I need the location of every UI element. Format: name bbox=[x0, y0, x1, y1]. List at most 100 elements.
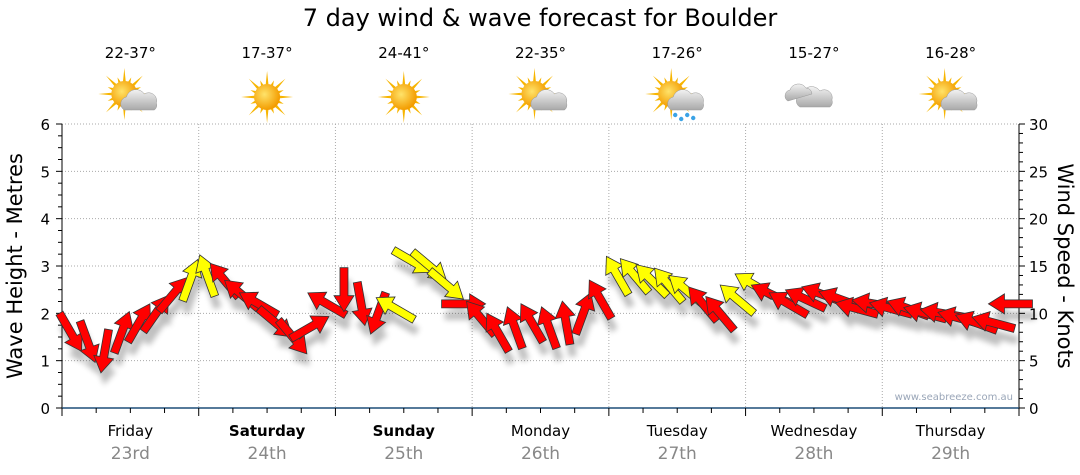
wind-arrow bbox=[93, 328, 115, 374]
day-label: Monday bbox=[511, 422, 570, 440]
date-label: 27th bbox=[658, 444, 697, 464]
day-label: Tuesday bbox=[646, 422, 708, 440]
wind-arrow bbox=[307, 291, 349, 319]
watermark: www.seabreeze.com.au bbox=[895, 392, 1013, 403]
sun-ray bbox=[248, 104, 260, 116]
cloud-icon bbox=[784, 83, 833, 108]
sun-ray bbox=[415, 95, 430, 99]
sun-ray bbox=[98, 92, 113, 96]
date-label: 28th bbox=[794, 444, 833, 464]
left-tick-label: 2 bbox=[40, 305, 50, 323]
arrow-shadow bbox=[872, 309, 917, 331]
temperature-range: 17-26° bbox=[651, 44, 703, 62]
sun-icon bbox=[241, 71, 294, 123]
arrow-shadow bbox=[623, 270, 655, 307]
wind-arrow bbox=[288, 315, 330, 343]
sun-ray bbox=[274, 104, 286, 116]
wind-arrow bbox=[588, 279, 616, 321]
date-label: 26th bbox=[521, 444, 560, 464]
sun-ray bbox=[918, 92, 933, 96]
temperature-range: 22-37° bbox=[104, 44, 156, 62]
wind-arrows bbox=[55, 246, 1033, 374]
sun-ray bbox=[645, 92, 660, 96]
chart-title: 7 day wind & wave forecast for Boulder bbox=[302, 4, 778, 32]
rain-drop bbox=[673, 112, 678, 118]
sun-ray bbox=[652, 101, 664, 113]
date-label: 25th bbox=[384, 444, 423, 464]
sun-ray bbox=[926, 75, 938, 87]
sun-ray bbox=[952, 75, 964, 87]
arrow-shadow bbox=[838, 309, 882, 331]
wind-arrow bbox=[178, 258, 203, 303]
sun-ray bbox=[678, 75, 690, 87]
day-label: Wednesday bbox=[771, 422, 858, 440]
sun-ray bbox=[943, 68, 947, 83]
wind-arrow bbox=[987, 293, 1033, 315]
sun-cloud-icon bbox=[508, 68, 568, 120]
arrow-shadow bbox=[958, 323, 1002, 347]
rain-drop bbox=[679, 116, 684, 122]
rain-drop bbox=[691, 115, 696, 121]
sun-ray bbox=[402, 71, 406, 86]
wind-arrow bbox=[75, 319, 100, 364]
sun-ray bbox=[516, 75, 528, 87]
left-tick-label: 3 bbox=[40, 258, 50, 276]
right-tick-label: 0 bbox=[1029, 400, 1039, 418]
right-tick-label: 15 bbox=[1029, 258, 1048, 276]
sun-ray bbox=[385, 104, 397, 116]
sun-cloud-rain-icon bbox=[645, 68, 704, 122]
right-axis-label: Wind Speed - Knots bbox=[1053, 163, 1077, 368]
day-label: Friday bbox=[108, 422, 154, 440]
date-label: 24th bbox=[248, 444, 287, 464]
sun-ray bbox=[402, 108, 406, 123]
sun-ray bbox=[533, 68, 536, 83]
sun-ray bbox=[122, 68, 126, 83]
cloud-shape bbox=[940, 89, 978, 111]
arrow-shadow bbox=[379, 308, 420, 336]
arrow-shadow bbox=[691, 299, 724, 336]
temperature-range: 15-27° bbox=[788, 44, 840, 62]
right-tick-label: 5 bbox=[1029, 353, 1039, 371]
sun-ray bbox=[248, 78, 260, 90]
wind-arrow bbox=[654, 267, 687, 305]
date-label: 29th bbox=[931, 444, 970, 464]
wind-arrow bbox=[238, 291, 281, 319]
rain-drop bbox=[685, 112, 690, 118]
sun-disc bbox=[254, 84, 281, 110]
left-tick-label: 4 bbox=[40, 211, 50, 229]
temperature-range: 22-35° bbox=[514, 44, 567, 62]
right-tick-label: 20 bbox=[1029, 211, 1048, 229]
cloud-shape bbox=[784, 83, 813, 102]
sun-ray bbox=[105, 75, 117, 87]
temperature-range: 17-37° bbox=[241, 44, 293, 62]
temperature-range: 24-41° bbox=[378, 44, 430, 62]
wind-arrow bbox=[571, 291, 596, 336]
cloud-shape bbox=[120, 89, 158, 111]
sun-ray bbox=[669, 68, 673, 83]
wind-arrow bbox=[554, 300, 576, 346]
wind-arrow bbox=[351, 281, 373, 327]
wind-arrow bbox=[705, 295, 738, 334]
sun-ray bbox=[926, 101, 938, 113]
wind-arrow bbox=[375, 296, 417, 324]
sun-ray bbox=[411, 78, 423, 90]
left-axis-label: Wave Height - Metres bbox=[3, 153, 27, 379]
sun-cloud-icon bbox=[98, 68, 158, 120]
cloud-shape bbox=[530, 89, 568, 111]
sun-ray bbox=[541, 75, 553, 87]
left-tick-label: 0 bbox=[40, 400, 50, 418]
wind-arrow bbox=[688, 286, 721, 324]
wind-arrow bbox=[333, 267, 355, 313]
left-tick-label: 6 bbox=[40, 116, 50, 134]
wind-arrow bbox=[519, 303, 547, 345]
wind-arrow bbox=[426, 267, 464, 300]
sun-ray bbox=[265, 108, 269, 123]
sun-ray bbox=[241, 95, 256, 99]
cloud-shape bbox=[667, 89, 704, 111]
sun-ray bbox=[411, 104, 423, 116]
sun-icon bbox=[377, 71, 430, 123]
sun-ray bbox=[131, 75, 143, 87]
sun-ray bbox=[274, 78, 286, 90]
wind-arrow bbox=[719, 284, 758, 317]
